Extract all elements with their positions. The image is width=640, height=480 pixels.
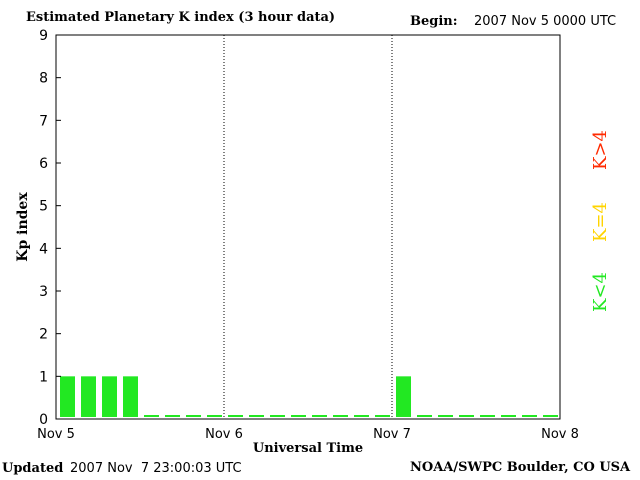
begin-label: Begin: bbox=[410, 14, 458, 29]
bar-6 bbox=[186, 415, 201, 417]
credit-text: NOAA/SWPC Boulder, CO USA bbox=[410, 460, 631, 475]
bar-3 bbox=[123, 376, 138, 417]
bar-22 bbox=[522, 415, 537, 417]
y-tick-label-8: 8 bbox=[39, 71, 48, 87]
x-tick-label-0: Nov 5 bbox=[37, 427, 75, 442]
bar-16 bbox=[396, 376, 411, 417]
bar-4 bbox=[144, 415, 159, 417]
bar-21 bbox=[501, 415, 516, 417]
updated-label: Updated bbox=[2, 461, 64, 476]
legend-item-k-greater-4: K>4 bbox=[590, 130, 611, 170]
bar-1 bbox=[81, 376, 96, 417]
x-tick-label-1: Nov 6 bbox=[205, 427, 243, 442]
y-tick-label-0: 0 bbox=[39, 412, 48, 428]
y-axis-ticks: 0 1 2 3 4 5 6 7 8 9 bbox=[39, 28, 61, 428]
y-tick-label-9: 9 bbox=[39, 28, 48, 44]
bar-11 bbox=[291, 415, 306, 417]
bar-13 bbox=[333, 415, 348, 417]
y-tick-label-1: 1 bbox=[39, 369, 48, 385]
bar-5 bbox=[165, 415, 180, 417]
x-tick-label-2: Nov 7 bbox=[373, 427, 411, 442]
y-tick-label-4: 4 bbox=[39, 241, 48, 257]
day-separator-lines bbox=[223, 35, 393, 419]
x-axis-label: Universal Time bbox=[253, 441, 363, 456]
y-tick-label-6: 6 bbox=[39, 156, 48, 172]
bar-0 bbox=[60, 376, 75, 417]
x-axis-ticks: Nov 5 Nov 6 Nov 7 Nov 8 bbox=[37, 427, 579, 442]
y-tick-label-2: 2 bbox=[39, 327, 48, 343]
bar-19 bbox=[459, 415, 474, 417]
bar-23 bbox=[543, 415, 558, 417]
chart-title: Estimated Planetary K index (3 hour data… bbox=[26, 10, 336, 25]
updated-value: 2007 Nov 7 23:00:03 UTC bbox=[70, 461, 242, 476]
begin-value: 2007 Nov 5 0000 UTC bbox=[474, 14, 617, 29]
y-tick-label-7: 7 bbox=[39, 113, 48, 129]
x-tick-label-3: Nov 8 bbox=[541, 427, 579, 442]
plot-frame bbox=[55, 34, 561, 420]
bar-2 bbox=[102, 376, 117, 417]
bars bbox=[60, 376, 558, 417]
bar-12 bbox=[312, 415, 327, 417]
bar-7 bbox=[207, 415, 222, 417]
legend-item-k-equal-4: K=4 bbox=[590, 202, 611, 242]
y-tick-label-3: 3 bbox=[39, 284, 48, 300]
legend-item-k-less-4: K<4 bbox=[590, 272, 611, 312]
bar-14 bbox=[354, 415, 369, 417]
y-axis-label: Kp index bbox=[15, 192, 31, 262]
bar-17 bbox=[417, 415, 432, 417]
bar-15 bbox=[375, 415, 390, 417]
bar-8 bbox=[228, 415, 243, 417]
bar-9 bbox=[249, 415, 264, 417]
bar-18 bbox=[438, 415, 453, 417]
bar-20 bbox=[480, 415, 495, 417]
y-tick-label-5: 5 bbox=[39, 199, 48, 215]
bar-10 bbox=[270, 415, 285, 417]
